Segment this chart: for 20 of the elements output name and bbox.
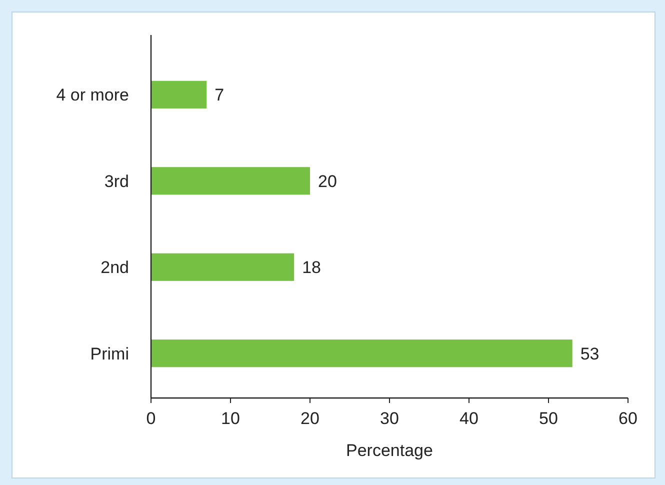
x-tick-label: 60 <box>618 409 638 428</box>
x-tick-label: 40 <box>460 409 478 428</box>
bar <box>151 340 572 368</box>
bar <box>151 80 207 108</box>
bar <box>151 253 294 281</box>
bar <box>151 167 310 195</box>
x-tick-label: 10 <box>221 409 240 428</box>
y-tick-label: 3rd <box>104 172 129 191</box>
x-tick-label: 0 <box>146 409 156 428</box>
x-tick-label: 50 <box>539 409 558 428</box>
data-label: 7 <box>214 86 224 105</box>
data-label: 18 <box>302 258 322 278</box>
data-label: 20 <box>318 172 337 191</box>
x-tick-label: 30 <box>380 409 399 428</box>
y-tick-label: 4 or more <box>56 86 129 105</box>
y-tick-label: 2nd <box>100 258 129 278</box>
y-tick-label: Primi <box>90 344 129 364</box>
x-tick-label: 20 <box>300 409 320 428</box>
x-axis-title: Percentage <box>346 441 433 460</box>
data-label: 53 <box>580 344 600 364</box>
